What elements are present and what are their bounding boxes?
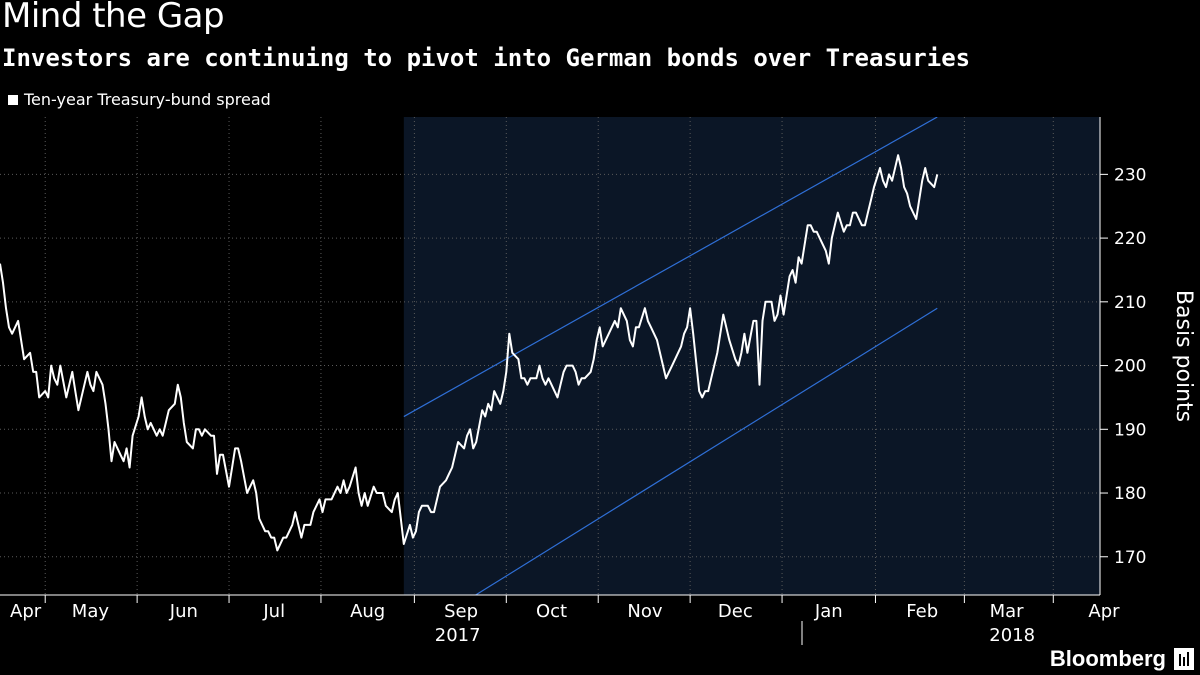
x-tick-label: Mar xyxy=(990,601,1025,622)
y-tick-label: 210 xyxy=(1114,293,1146,313)
y-tick-label: 190 xyxy=(1114,420,1146,440)
legend: Ten-year Treasury-bund spread xyxy=(8,90,271,109)
x-tick-label: May xyxy=(72,601,110,622)
y-tick-label: 170 xyxy=(1114,548,1146,568)
legend-label: Ten-year Treasury-bund spread xyxy=(24,90,271,109)
x-tick-label: Aug xyxy=(350,601,385,622)
channel-lines xyxy=(403,117,938,595)
year-label: 2017 xyxy=(435,625,481,646)
x-tick-label: Dec xyxy=(718,601,753,622)
x-tick-label: Jan xyxy=(814,601,843,622)
bloomberg-logo: Bloomberg xyxy=(1049,646,1166,671)
year-label: 2018 xyxy=(989,625,1035,646)
y-tick-label: 180 xyxy=(1114,484,1146,504)
channel-fill xyxy=(403,117,1101,595)
x-tick-label: Sep xyxy=(444,601,478,622)
x-tick-label: Jul xyxy=(262,601,285,622)
y-tick-label: 200 xyxy=(1114,357,1146,377)
bloomberg-terminal-icon xyxy=(1174,648,1194,670)
x-tick-label: Feb xyxy=(906,601,938,622)
x-tick-label: Oct xyxy=(536,601,567,622)
y-tick-label: 220 xyxy=(1114,229,1146,249)
chart-subtitle: Investors are continuing to pivot into G… xyxy=(2,44,971,72)
channel-lower-line xyxy=(474,307,938,595)
chart-title: Mind the Gap xyxy=(2,0,225,36)
x-tick-label: Apr xyxy=(1088,601,1120,622)
x-tick-label: Jun xyxy=(169,601,198,622)
legend-swatch xyxy=(8,94,18,105)
y-axis-title: Basis points xyxy=(1171,290,1196,422)
x-tick-label: Apr xyxy=(10,601,42,622)
series-line xyxy=(0,154,939,552)
channel-upper-line xyxy=(403,117,938,418)
y-tick-label: 230 xyxy=(1114,165,1146,185)
x-tick-label: Nov xyxy=(627,601,662,622)
